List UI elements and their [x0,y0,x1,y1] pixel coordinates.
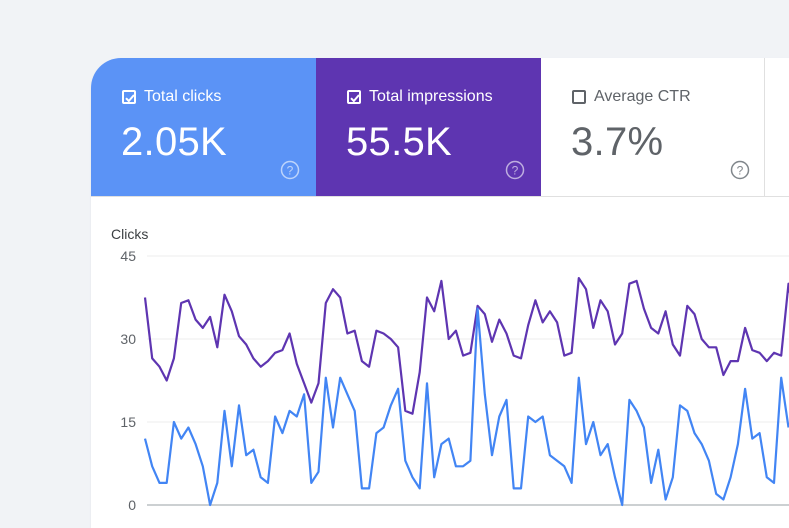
svg-text:?: ? [512,164,519,178]
total-clicks-value: 2.05K [121,120,228,164]
y-tick-label: 0 [128,497,136,513]
performance-chart: 45 30 15 0 [120,248,789,513]
help-icon[interactable]: ? [730,160,750,180]
total-clicks-checkbox[interactable] [122,90,136,104]
svg-text:?: ? [287,164,294,178]
total-impressions-header: Total impressions [347,88,493,106]
average-ctr-value: 3.7% [571,120,664,164]
average-ctr-label: Average CTR [594,88,691,105]
total-clicks-label: Total clicks [144,88,222,105]
impressions-series-line[interactable] [143,277,789,415]
help-icon[interactable]: ? [280,160,300,180]
y-axis-title: Clicks [111,226,149,242]
average-ctr-header: Average CTR [572,88,691,106]
average-ctr-tile[interactable]: Average CTR 3.7% ? [541,58,765,196]
checkmark-icon [125,94,135,103]
svg-text:?: ? [737,164,744,178]
y-tick-label: 15 [120,414,136,430]
total-impressions-tile[interactable]: Total impressions 55.5K ? [316,58,541,196]
total-impressions-value: 55.5K [346,120,453,164]
help-icon[interactable]: ? [505,160,525,180]
checkmark-icon [350,94,360,103]
average-ctr-checkbox[interactable] [572,90,586,104]
y-tick-label: 30 [120,331,136,347]
total-impressions-label: Total impressions [369,88,493,105]
total-clicks-header: Total clicks [122,88,221,106]
y-tick-label: 45 [120,248,136,264]
performance-card: Total clicks 2.05K ? Total impressions 5… [91,58,789,528]
metric-tabs: Total clicks 2.05K ? Total impressions 5… [91,58,789,197]
clicks-series-line[interactable] [143,307,789,507]
total-clicks-tile[interactable]: Total clicks 2.05K ? [91,58,316,196]
total-impressions-checkbox[interactable] [347,90,361,104]
